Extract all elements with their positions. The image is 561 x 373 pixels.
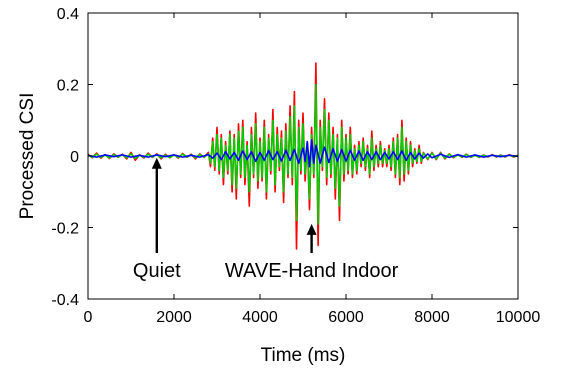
x-tick-label: 4000 xyxy=(242,309,278,326)
series-line-2 xyxy=(87,83,519,225)
series-line-1 xyxy=(87,62,519,250)
x-tick-label: 2000 xyxy=(156,309,192,326)
annotation-label: WAVE-Hand Indoor xyxy=(225,260,399,282)
annotation-arrow-head xyxy=(306,223,317,235)
y-tick-label: 0 xyxy=(70,149,79,166)
annotation-label: Quiet xyxy=(133,260,181,282)
x-tick-label: 8000 xyxy=(414,309,450,326)
x-tick-label: 6000 xyxy=(328,309,364,326)
y-tick-label: 0.4 xyxy=(57,6,79,23)
y-tick-label: -0.4 xyxy=(51,292,79,309)
series-layer xyxy=(87,62,519,250)
y-tick-label: 0.2 xyxy=(57,78,79,95)
annotation-arrow-head xyxy=(151,157,162,169)
y-tick-label: -0.2 xyxy=(51,221,79,238)
x-tick-label: 10000 xyxy=(496,309,541,326)
y-axis-label: Processed CSI xyxy=(17,93,38,220)
x-tick-label: 0 xyxy=(84,309,93,326)
annotation-layer: Quiet WAVE-Hand Indoor xyxy=(133,157,399,282)
x-axis-label: Time (ms) xyxy=(261,345,346,366)
series-line-3 xyxy=(87,139,519,168)
ticks-layer: 0 2000 4000 6000 8000 10000 -0.4 -0.2 0 0.2 0.4 xyxy=(51,6,540,326)
